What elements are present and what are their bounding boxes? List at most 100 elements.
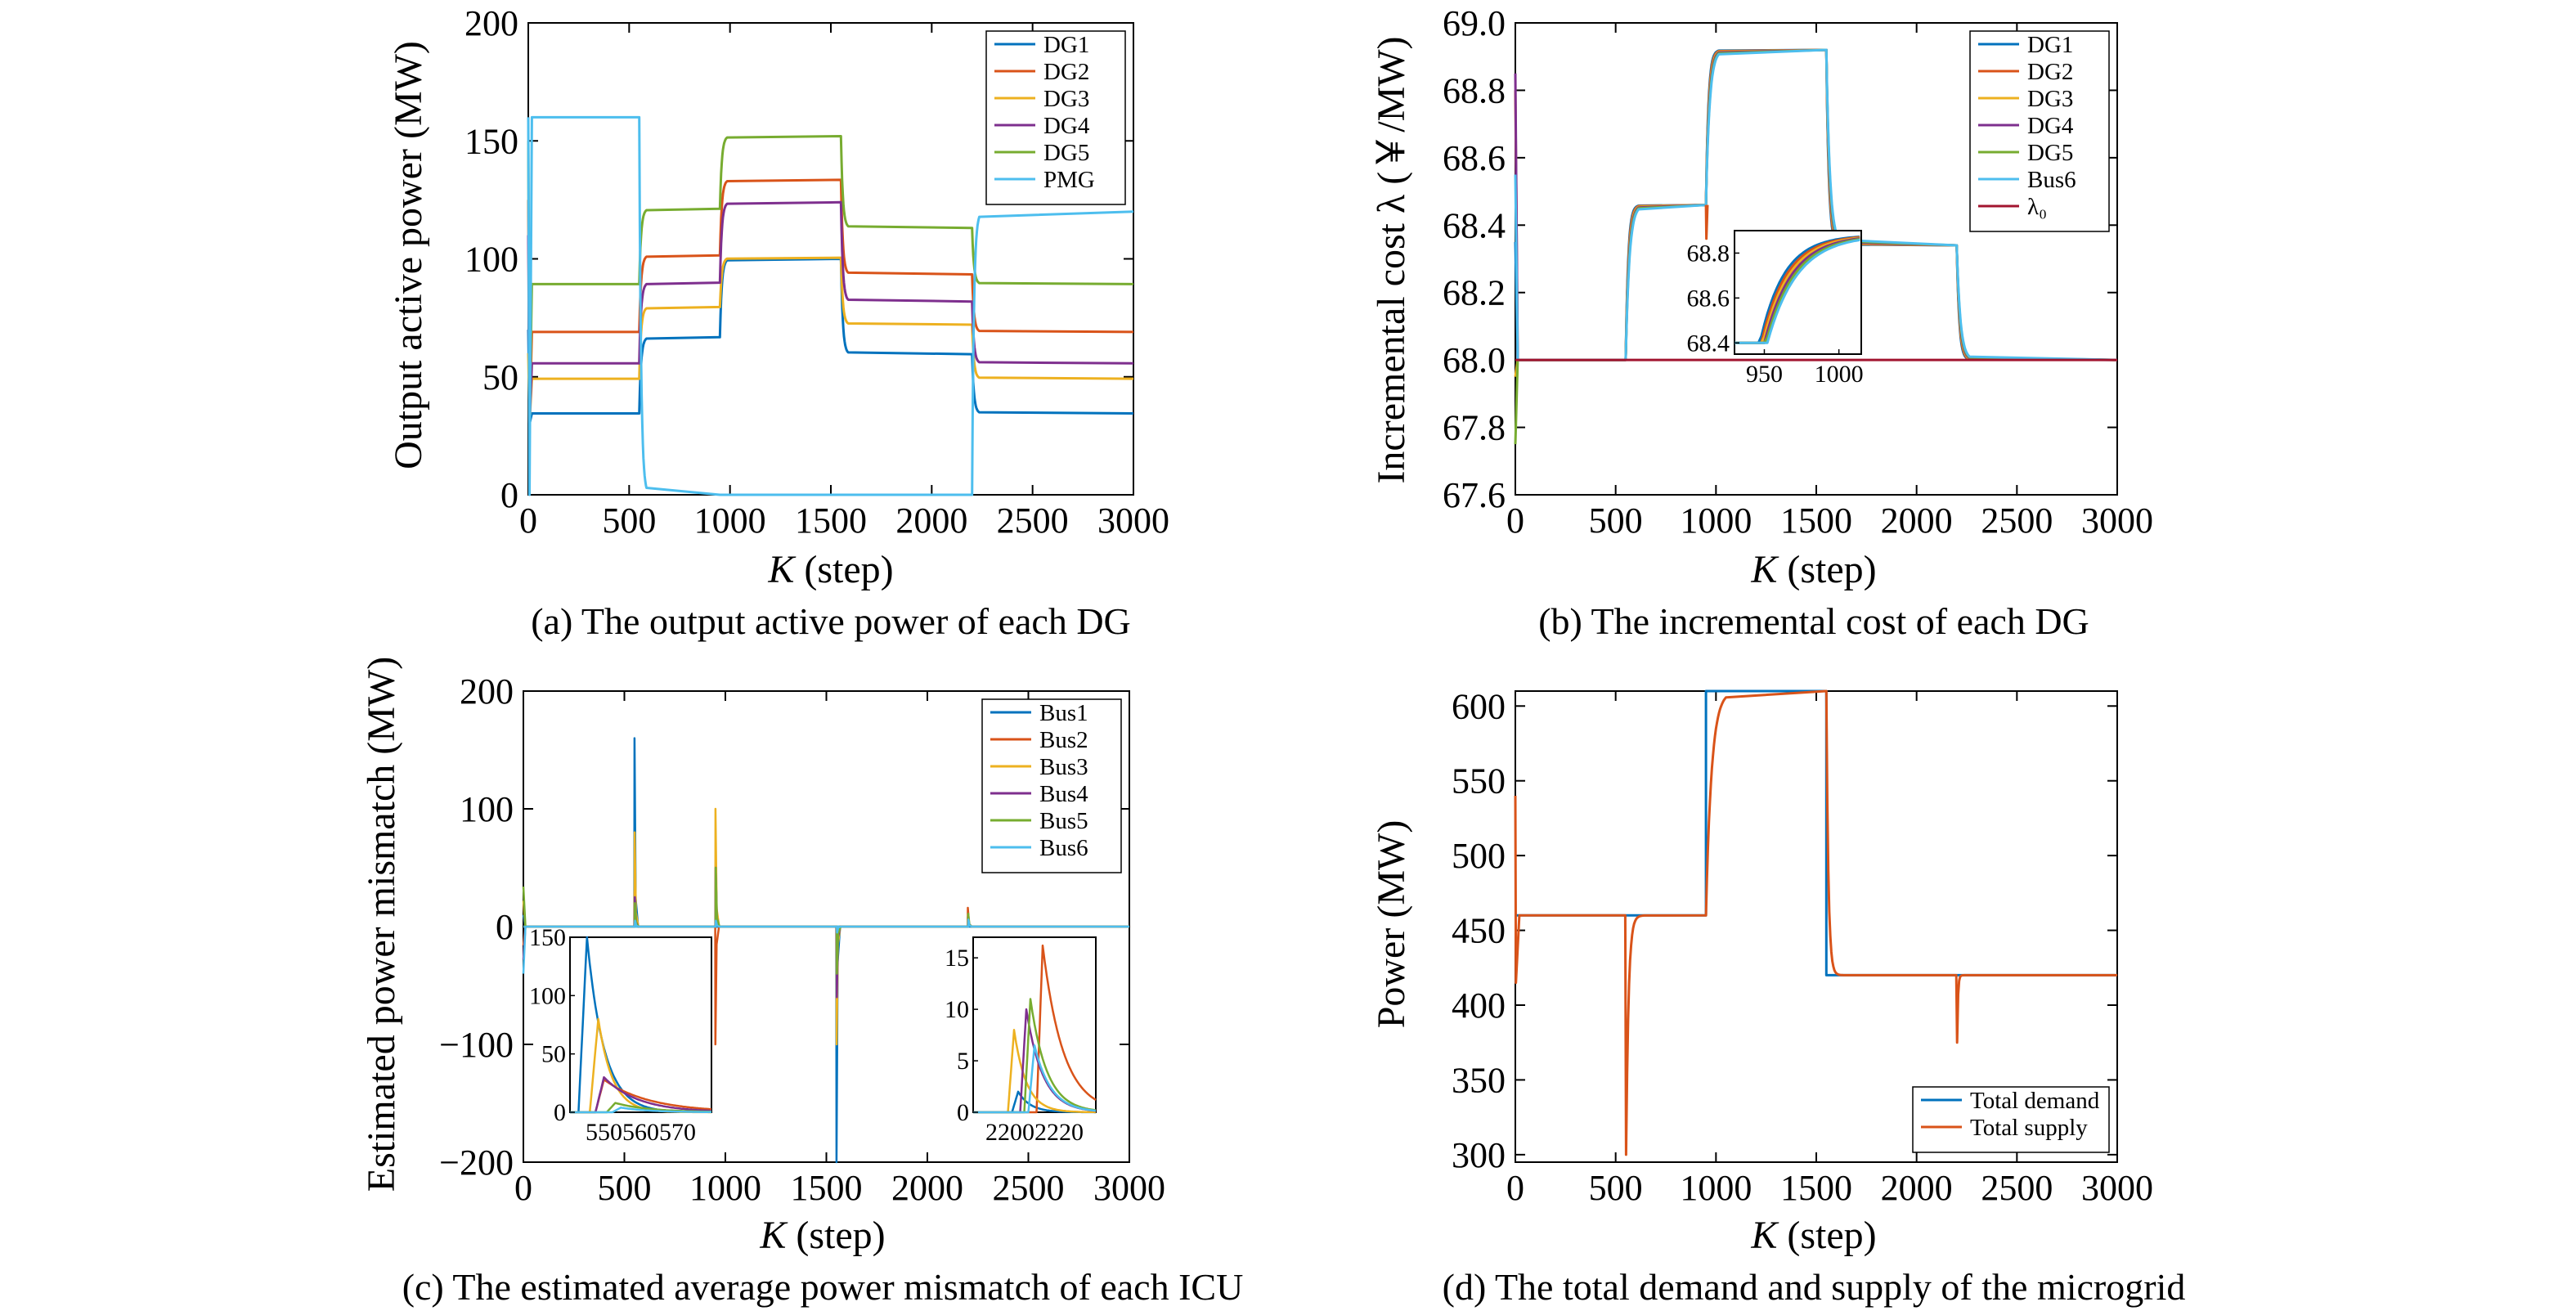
legend-label-c: Bus3 [1039, 754, 1088, 780]
x-tick-label-c: 1500 [791, 1168, 863, 1208]
inset-y-tick-label-c-left: 150 [529, 924, 566, 951]
x-tick-label-d: 1000 [1680, 1168, 1752, 1208]
inset-x-tick-label-b: 950 [1746, 361, 1783, 388]
y-axis-label-c: Estimated power mismatch (MW) [360, 657, 403, 1192]
legend-box-a [985, 30, 1126, 205]
inset-frame-b [1734, 230, 1862, 355]
legend-label-c: Bus6 [1039, 835, 1088, 861]
x-tick-label-b: 1000 [1680, 501, 1752, 541]
x-tick-label-b: 2000 [1881, 501, 1953, 541]
y-tick-label-b: 68.2 [1443, 273, 1506, 313]
y-tick-label-b: 67.8 [1443, 408, 1506, 448]
series-line-total-demand [1515, 689, 2117, 977]
chart-panel-d: 0 500 1000 1500 2000 2500 3000 300 350 400 450 500 5… [1370, 686, 2185, 1308]
legend-label-b: DG5 [2027, 140, 2073, 166]
x-tick-label-b: 500 [1589, 501, 1643, 541]
x-axis-var-d: K [1750, 1214, 1779, 1257]
inset-x-tick-label-c-right: 22002220 [985, 1119, 1084, 1146]
inset-c-right: 0 5 10 15 22002220 [945, 936, 1097, 1146]
caption-d: (d) The total demand and supply of the m… [1443, 1266, 2186, 1308]
x-tick-label-d: 0 [1506, 1168, 1524, 1208]
x-axis-label-d: K (step) [1750, 1214, 1876, 1257]
legend-label-a: DG4 [1043, 113, 1090, 139]
y-tick-label-c: 200 [460, 671, 514, 712]
chart-panel-a: 0 500 1000 1500 2000 2500 3000050100150200DG1D… [387, 3, 1169, 642]
legend-label-b: DG4 [2027, 113, 2074, 139]
x-tick-label-a: 2000 [895, 501, 967, 541]
x-tick-label-a: 0 [519, 501, 537, 541]
series-line-total-supply [1514, 689, 2117, 1156]
caption-c: (c) The estimated average power mismatch… [402, 1266, 1244, 1308]
series-line-bus6 [1514, 48, 2118, 361]
inset-x-tick-label-c-left: 550560570 [586, 1119, 696, 1146]
inset-y-tick-label-c-right: 15 [945, 945, 969, 972]
y-axis-label-d: Power (MW) [1370, 820, 1413, 1029]
transient-dip-dg2 [1704, 204, 1709, 240]
x-tick-label-a: 2500 [997, 501, 1069, 541]
legend-label-a: DG1 [1043, 32, 1089, 58]
y-tick-label-d: 550 [1452, 761, 1506, 801]
x-tick-label-d: 2000 [1881, 1168, 1953, 1208]
legend-label-c: Bus2 [1039, 727, 1088, 753]
y-tick-label-d: 500 [1452, 836, 1506, 876]
inset-y-tick-label-b: 68.6 [1687, 285, 1730, 312]
x-tick-label-c: 1000 [689, 1168, 761, 1208]
x-axis-label-b: K (step) [1750, 548, 1876, 591]
y-tick-label-c: 100 [460, 789, 514, 829]
x-axis-unit-c: (step) [786, 1214, 885, 1257]
legend-label-b: Bus6 [2027, 167, 2076, 193]
x-tick-label-c: 2500 [993, 1168, 1065, 1208]
x-tick-label-b: 1500 [1780, 501, 1852, 541]
legend-label-b: λ₀ [2027, 194, 2047, 220]
inset-y-tick-label-c-right: 10 [945, 996, 969, 1023]
inset-line-bus6 [1735, 238, 1860, 344]
inset-y-tick-label-c-left: 100 [529, 982, 566, 1009]
plot-area-a: 0 500 1000 1500 2000 2500 3000050100150200DG1D… [464, 3, 1169, 541]
y-axis-label-a: Output active power (MW) [387, 41, 430, 469]
inset-frame-c-left [569, 936, 712, 1113]
x-tick-label-a: 1500 [795, 501, 867, 541]
legend-label-b: DG2 [2027, 59, 2073, 85]
caption-b: (b) The incremental cost of each DG [1538, 600, 2089, 642]
y-tick-label-d: 350 [1452, 1060, 1506, 1100]
y-tick-label-b: 69.0 [1443, 3, 1506, 43]
legend-box-b [1969, 30, 2110, 232]
y-tick-label-a: 200 [464, 3, 518, 43]
x-tick-label-d: 3000 [2081, 1168, 2153, 1208]
x-axis-unit-a: (step) [794, 548, 893, 591]
legend-label-d: Total supply [1970, 1115, 2088, 1141]
y-axis-label-b: Incremental cost λ (￥/MW) [1370, 36, 1413, 483]
legend-label-c: Bus4 [1039, 781, 1088, 807]
y-tick-label-a: 50 [482, 357, 518, 397]
y-tick-label-b: 67.6 [1443, 475, 1506, 515]
legend-label-a: DG3 [1043, 86, 1089, 112]
y-tick-label-c: −100 [439, 1025, 514, 1065]
y-tick-label-a: 150 [464, 121, 518, 161]
series-line-dg4 [527, 200, 1134, 425]
legend-label-b: DG1 [2027, 32, 2073, 58]
x-axis-unit-b: (step) [1777, 548, 1876, 591]
legend-label-c: Bus1 [1039, 700, 1088, 726]
x-tick-label-a: 1000 [694, 501, 766, 541]
y-tick-label-a: 0 [500, 475, 518, 515]
y-tick-label-b: 68.8 [1443, 70, 1506, 110]
series-line-dg2 [527, 178, 1134, 425]
y-tick-label-b: 68.0 [1443, 340, 1506, 380]
chart-panel-c: 0 500 1000 1500 2000 2500 3000−200−10001002000… [360, 657, 1243, 1308]
y-tick-label-d: 600 [1452, 686, 1506, 726]
x-axis-unit-d: (step) [1777, 1214, 1876, 1257]
legend-label-c: Bus5 [1039, 808, 1088, 834]
inset-line-c-right-bus6 [973, 1044, 1097, 1114]
y-tick-label-c: 0 [496, 907, 514, 947]
plot-area-b: 0 500 1000 1500 2000 2500 3000 67.6 67.8 68.0 68.2… [1443, 3, 2153, 541]
x-axis-var-a: K [767, 548, 797, 591]
y-tick-label-b: 68.4 [1443, 205, 1506, 245]
x-axis-var-b: K [1750, 548, 1779, 591]
inset-y-tick-label-c-right: 5 [957, 1048, 969, 1075]
x-tick-label-a: 500 [602, 501, 656, 541]
inset-y-tick-label-c-left: 50 [541, 1041, 566, 1068]
